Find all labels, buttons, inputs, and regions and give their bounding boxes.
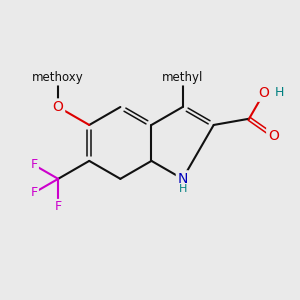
Text: F: F [55,200,62,213]
Text: methyl: methyl [162,71,203,84]
Text: O: O [53,100,64,114]
Text: N: N [177,172,188,186]
Text: methoxy: methoxy [32,71,84,84]
Text: O: O [268,129,279,142]
Text: H: H [178,184,187,194]
Text: F: F [30,186,38,200]
Text: O: O [258,86,269,100]
Text: H: H [275,85,284,98]
Text: F: F [30,158,38,171]
